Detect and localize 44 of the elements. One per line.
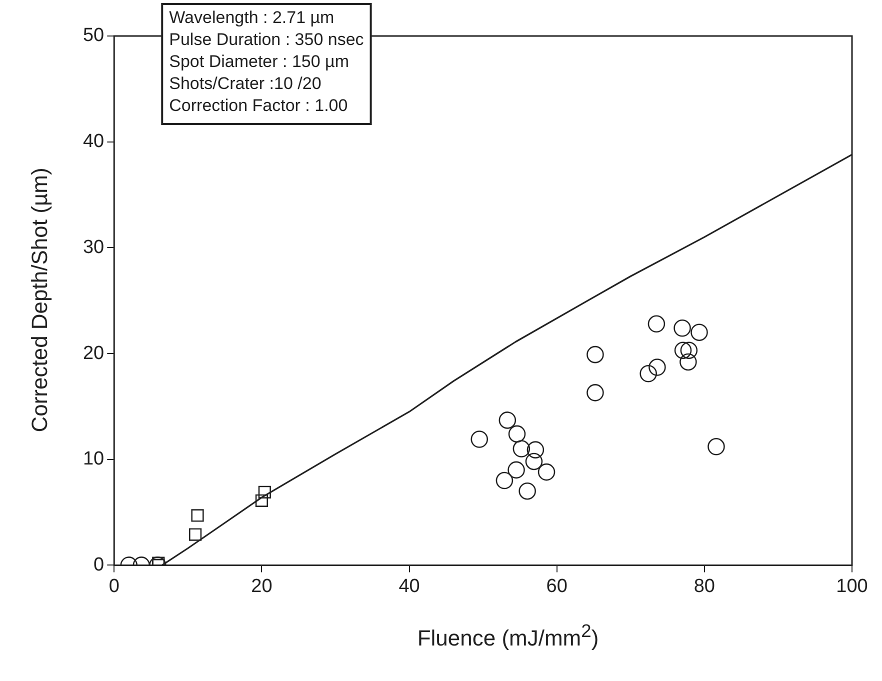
x-tick-label: 80 [694, 576, 715, 597]
annotation: Shots/Crater :10 /20 [169, 74, 322, 94]
point [255, 494, 268, 507]
point [586, 346, 604, 364]
y-axis-title: Corrected Depth/Shot (µm) [27, 168, 53, 432]
x-tick-label: 20 [251, 576, 272, 597]
point [496, 472, 514, 490]
y-tick-label: 0 [94, 554, 104, 576]
point [538, 463, 556, 481]
point [674, 342, 692, 359]
point [648, 358, 666, 376]
point [498, 412, 516, 429]
point [526, 441, 544, 458]
y-tick-label: 20 [82, 342, 104, 364]
annotation: Spot Diameter : 150 µm [169, 52, 350, 72]
point [470, 430, 488, 448]
point [525, 452, 543, 470]
point [508, 425, 526, 443]
point [512, 440, 530, 458]
annotation: Correction Factor : 1.00 [169, 96, 348, 116]
annotation: Pulse Duration : 350 nsec [169, 30, 364, 50]
point [708, 438, 725, 456]
y-tick-label: 30 [82, 236, 104, 258]
point [191, 509, 204, 522]
x-tick-label: 100 [836, 576, 868, 597]
point [188, 528, 202, 541]
point [586, 384, 604, 402]
point [508, 461, 525, 479]
point [258, 486, 271, 498]
point [518, 482, 536, 500]
x-axis-title: Fluence (mJ/mm$^{2}$) [416, 620, 600, 652]
y-tick-label: 40 [82, 131, 104, 152]
x-tick-label: 40 [398, 576, 420, 597]
point [680, 342, 698, 359]
y-tick-label: 50 [82, 25, 104, 46]
text: Wavelength : 2.71 µm [169, 8, 334, 28]
point [674, 319, 691, 337]
x-tick-label: 60 [546, 576, 568, 597]
x-tick-label: 0 [108, 576, 120, 597]
point [640, 364, 657, 382]
point [680, 353, 697, 371]
point [690, 324, 708, 341]
y-tick-label: 10 [82, 448, 104, 470]
point [648, 315, 666, 333]
